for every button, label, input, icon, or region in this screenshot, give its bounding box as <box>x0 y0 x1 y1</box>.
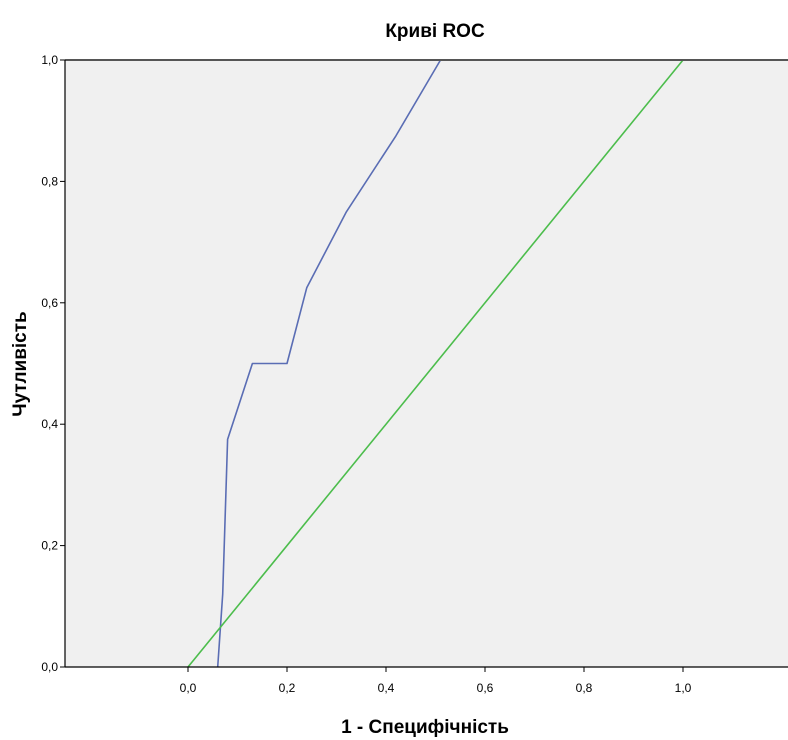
series-layer <box>187 59 684 668</box>
y-tick-label: 1,0 <box>41 53 58 67</box>
y-tick-label: 0,4 <box>41 417 58 431</box>
plot-area <box>65 60 788 667</box>
x-tick-label: 0,8 <box>576 681 593 695</box>
roc-curve-line <box>216 59 683 668</box>
y-tick-label: 0,6 <box>41 296 58 310</box>
x-tick-label: 1,0 <box>675 681 692 695</box>
x-tick-label: 0,0 <box>180 681 197 695</box>
x-tick-label: 0,2 <box>279 681 296 695</box>
x-tick-label: 0,6 <box>477 681 494 695</box>
y-axis-ticks: 0,0 0,2 0,4 0,6 0,8 1,0 <box>41 53 65 674</box>
y-tick-label: 0,8 <box>41 174 58 188</box>
x-axis-ticks: 0,0 0,2 0,4 0,6 0,8 1,0 <box>180 667 692 695</box>
x-tick-label: 0,4 <box>378 681 395 695</box>
chart-title: Криві ROC <box>385 21 485 42</box>
y-tick-label: 0,0 <box>41 660 58 674</box>
y-tick-label: 0,2 <box>41 539 58 553</box>
x-axis-label: 1 - Специфічність <box>341 717 509 738</box>
reference-diagonal-line <box>187 59 684 668</box>
y-axis-label: Чутливість <box>10 311 31 416</box>
